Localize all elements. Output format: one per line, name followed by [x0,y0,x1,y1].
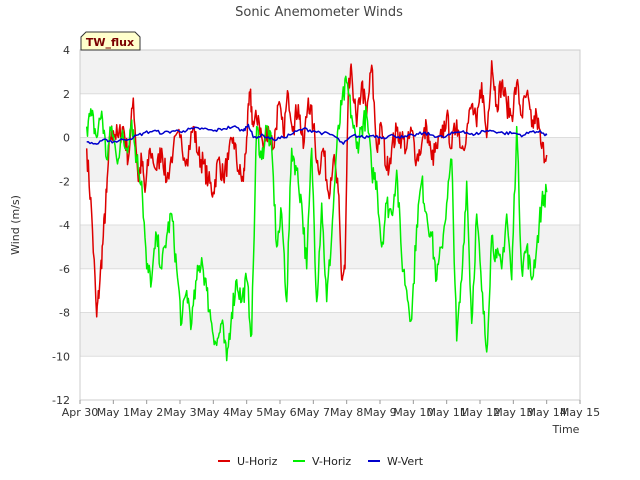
x-tick-label: May 2 [130,406,163,419]
series-lines [85,60,548,362]
plot-background-bands [80,50,580,400]
y-tick-label: -10 [52,350,70,363]
x-tick-label: May 9 [363,406,396,419]
y-axis-label: Wind (m/s) [9,195,22,255]
legend: U-Horiz V-Horiz W-Vert [218,455,424,468]
x-tick-label: May 7 [297,406,330,419]
series-line-u-horiz [85,60,548,318]
y-tick-labels: -12 -10 -8 -6 -4 -2 0 2 4 [52,44,70,407]
x-tick-label: May 4 [197,406,230,419]
y-tick-label: -2 [59,175,70,188]
y-tick-label: 2 [63,88,70,101]
x-tick-label: May 14 [527,406,567,419]
band [80,312,580,357]
band [80,268,580,313]
legend-label-v-horiz: V-Horiz [312,455,351,468]
plot-frame [79,49,581,401]
x-tick-label: May 10 [393,406,433,419]
band [80,137,580,182]
x-tick-label: May 5 [230,406,263,419]
x-axis-label: Time [552,423,580,436]
y-tick-label: -6 [59,263,70,276]
x-tick-label: May 13 [493,406,533,419]
series-line-v-horiz [85,75,548,362]
y-tick-label: 4 [63,44,70,57]
annotation-label: TW_flux [86,36,134,49]
band [80,356,580,400]
y-tick-label: -12 [52,394,70,407]
x-tick-label: May 8 [330,406,363,419]
legend-label-u-horiz: U-Horiz [237,455,278,468]
y-tick-label: -4 [59,219,70,232]
x-tick-label: Apr 30 [62,406,99,419]
band [80,50,580,94]
x-tick-label: May 3 [163,406,196,419]
y-tick-label: -8 [59,307,70,320]
legend-label-w-vert: W-Vert [387,455,424,468]
chart-title: Sonic Anemometer Winds [235,5,403,20]
x-tick-label: May 12 [460,406,500,419]
tw-flux-annotation: TW_flux [80,31,141,51]
band [80,93,580,138]
x-tick-label: May 6 [263,406,296,419]
series-line-w-vert [86,123,548,145]
x-tick-label: May 1 [97,406,130,419]
x-tick-label: May 15 [560,406,600,419]
x-tick-label: May 11 [427,406,467,419]
y-tick-label: 0 [63,132,70,145]
annotation-box [80,31,141,51]
